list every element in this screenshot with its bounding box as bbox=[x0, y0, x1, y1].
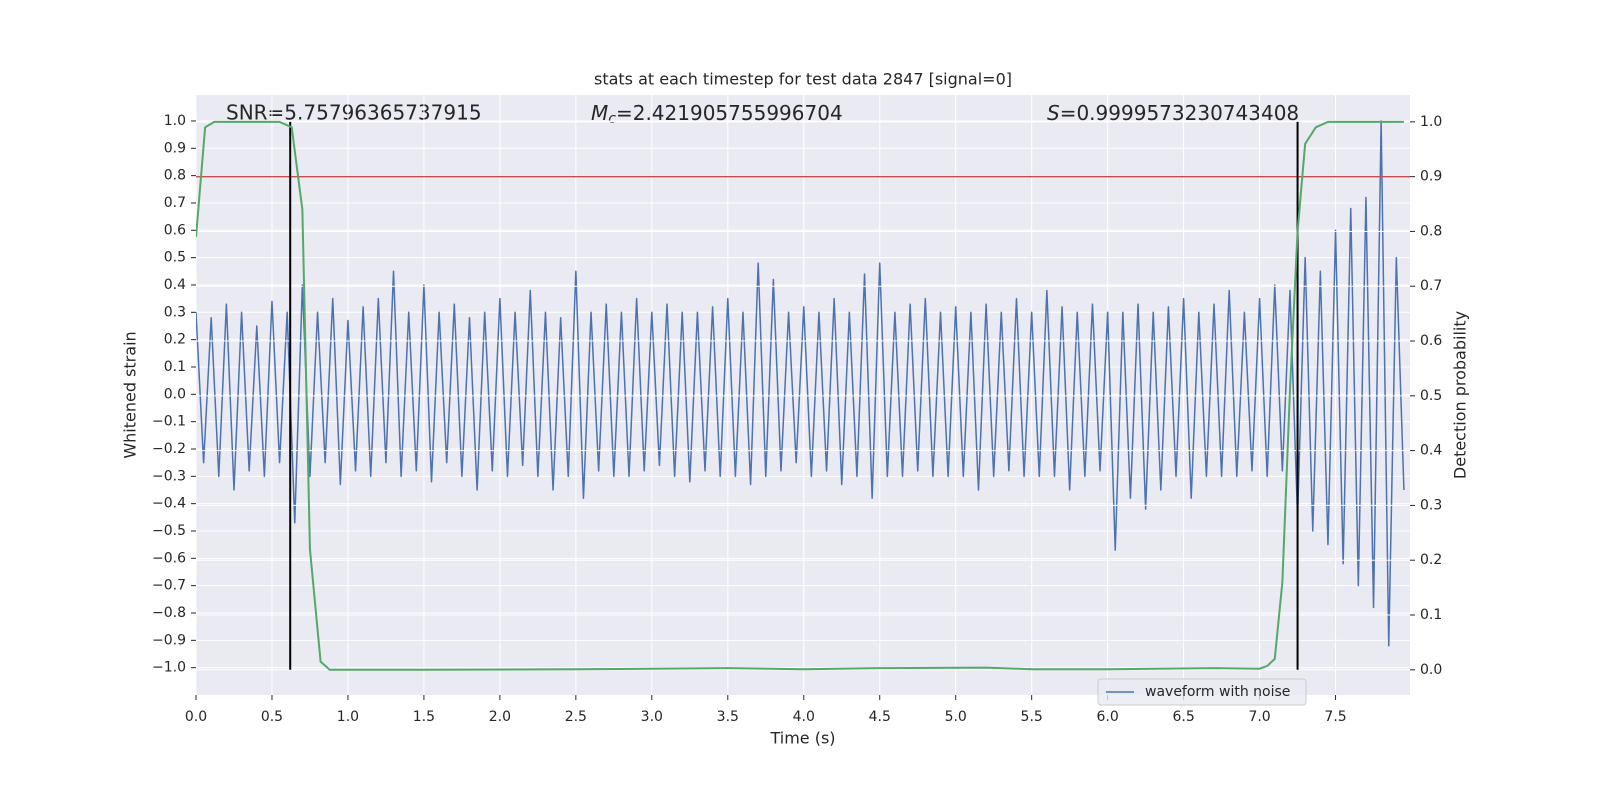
y-tick-label: −0.6 bbox=[152, 550, 186, 566]
series-line bbox=[196, 120, 1405, 647]
y-tick-label: 0.5 bbox=[164, 250, 186, 266]
annotation-symbol: S bbox=[1047, 101, 1060, 125]
y-tick-label: 0.2 bbox=[164, 332, 186, 348]
y-tick-label: 0.6 bbox=[164, 222, 186, 238]
y2-tick-label: 1.0 bbox=[1420, 114, 1442, 130]
y-tick-label: 0.3 bbox=[164, 304, 186, 320]
x-tick-label: 1.0 bbox=[337, 709, 359, 725]
y-tick-label: −0.5 bbox=[152, 523, 186, 539]
x-tick-label: 2.0 bbox=[489, 709, 511, 725]
y2-axis-label: Detection probability bbox=[1451, 311, 1470, 479]
plot-area bbox=[196, 95, 1410, 695]
y2-tick-label: 0.0 bbox=[1420, 662, 1442, 678]
y-tick-label: −0.7 bbox=[152, 578, 186, 594]
y-tick-label: 0.4 bbox=[164, 277, 186, 293]
y-tick-label: −0.8 bbox=[152, 605, 186, 621]
x-tick-label: 4.5 bbox=[869, 709, 891, 725]
y-axis-label: Whitened strain bbox=[121, 331, 140, 458]
y-tick-label: −0.3 bbox=[152, 468, 186, 484]
y2-tick-label: 0.7 bbox=[1420, 278, 1442, 294]
probability-line bbox=[196, 120, 1404, 671]
y-tick-label: 0.1 bbox=[164, 359, 186, 375]
y2-tick-label: 0.2 bbox=[1420, 552, 1442, 568]
x-tick-label: 7.0 bbox=[1248, 709, 1270, 725]
y-tick-label: 0.0 bbox=[164, 386, 186, 402]
y2-tick-label: 0.1 bbox=[1420, 607, 1442, 623]
y-tick-label: 0.7 bbox=[164, 195, 186, 211]
plot-content bbox=[196, 95, 1410, 695]
legend-box bbox=[1097, 678, 1307, 706]
x-tick-label: 3.0 bbox=[641, 709, 663, 725]
y2-tick-label: 0.5 bbox=[1420, 388, 1442, 404]
y-tick-label: −0.2 bbox=[152, 441, 186, 457]
y-tick-label: 0.9 bbox=[164, 140, 186, 156]
y2-tick-label: 0.4 bbox=[1420, 443, 1442, 459]
y-tick-label: 1.0 bbox=[164, 113, 186, 129]
x-tick-label: 0.5 bbox=[261, 709, 283, 725]
x-tick-label: 5.0 bbox=[945, 709, 967, 725]
x-tick-label: 6.5 bbox=[1172, 709, 1194, 725]
y-tick-label: −0.1 bbox=[152, 414, 186, 430]
chart-title: stats at each timestep for test data 284… bbox=[594, 70, 1012, 89]
y2-tick-label: 0.9 bbox=[1420, 169, 1442, 185]
y-tick-label: −1.0 bbox=[152, 660, 186, 676]
annotation-subscript: c bbox=[608, 111, 616, 127]
y2-tick-label: 0.8 bbox=[1420, 223, 1442, 239]
y2-tick-label: 0.6 bbox=[1420, 333, 1442, 349]
y2-tick-label: 0.3 bbox=[1420, 497, 1442, 513]
annotation-symbol: M bbox=[591, 101, 608, 125]
x-tick-label: 1.5 bbox=[413, 709, 435, 725]
annotation: Mc=2.421905755996704 bbox=[591, 101, 843, 128]
legend-label: waveform with noise bbox=[1145, 684, 1290, 700]
y-tick-label: −0.4 bbox=[152, 496, 186, 512]
x-tick-label: 4.0 bbox=[793, 709, 815, 725]
x-tick-label: 5.5 bbox=[1021, 709, 1043, 725]
x-tick-label: 7.5 bbox=[1324, 709, 1346, 725]
x-tick-label: 6.0 bbox=[1097, 709, 1119, 725]
y-tick-label: −0.9 bbox=[152, 632, 186, 648]
y-tick-label: 0.8 bbox=[164, 168, 186, 184]
x-tick-label: 3.5 bbox=[717, 709, 739, 725]
x-tick-label: 2.5 bbox=[565, 709, 587, 725]
x-axis-label: Time (s) bbox=[769, 729, 835, 748]
x-tick-label: 0.0 bbox=[185, 709, 207, 725]
